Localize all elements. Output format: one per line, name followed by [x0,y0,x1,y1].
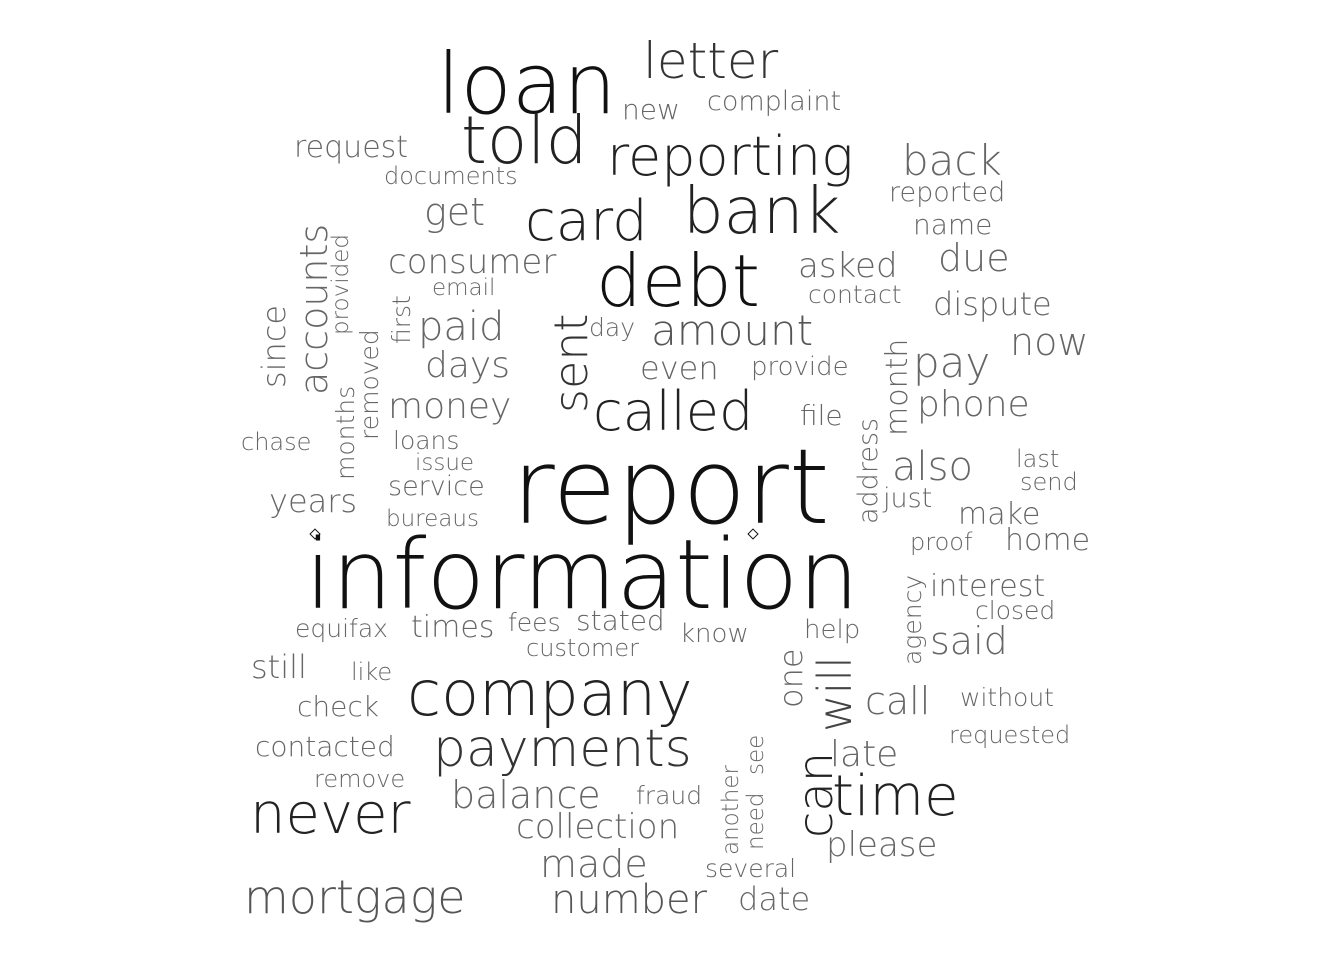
word-stated: stated [576,604,665,637]
word-remove: remove [314,765,406,793]
word-still: still [251,648,307,686]
word-removed: removed [355,329,384,440]
word-time: time [832,764,959,829]
word-called: called [593,380,754,443]
word-chase: chase [241,428,312,456]
word-service: service [388,471,485,502]
word-month: month [880,338,915,436]
word-documents: documents [384,162,518,190]
word-company: company [407,657,693,730]
word-letter: letter [643,32,779,90]
word-know: know [680,619,749,649]
word-collection: collection [516,807,680,847]
word-now: now [1010,320,1089,364]
word-home: home [1005,523,1091,558]
word-will: will [808,656,862,732]
word-provide: provide [751,352,849,382]
word-see: see [743,734,769,775]
word-due: due [938,236,1010,280]
word-call: call [865,679,931,723]
word-requested: requested [949,721,1071,749]
word-like: like [351,658,393,686]
word-reported: reported [889,177,1006,208]
word-years: years [269,482,358,520]
word-customer: customer [526,634,640,662]
word-amount: amount [651,306,814,355]
word-new: new [622,93,680,126]
word-number: number [551,877,708,923]
word-times: times [411,610,495,645]
word-date: date [738,880,811,918]
word-also: also [892,444,973,490]
word-proof: proof [910,528,973,556]
word-just: just [883,483,933,514]
word-one: one [772,648,810,708]
word-request: request [294,130,409,165]
word-file: file [800,399,843,432]
word-issue: issue [415,450,475,476]
word-bureaus: bureaus [386,506,479,532]
word-said: said [930,619,1008,663]
word-fraud: fraud [636,781,703,810]
word-closed: closed [975,596,1056,625]
word-fees: fees [508,608,561,637]
word-since: since [255,304,293,388]
word-pay: pay [913,338,991,387]
word-contacted: contacted [255,730,395,763]
word-loans: loans [393,426,460,455]
word-even: even [640,349,719,387]
word-card: card [525,189,648,254]
word-payments: payments [433,719,692,779]
word-consumer: consumer [388,242,557,282]
word-send: send [1020,468,1078,496]
word-day: day [589,313,635,342]
word-help: help [804,615,861,645]
word-another: another [718,765,744,855]
word-never: never [250,782,411,847]
word-information: information [305,519,860,631]
word-paid: paid [418,304,505,350]
word-back: back [902,136,1002,185]
word-money: money [388,386,512,427]
word-complaint: complaint [707,86,842,117]
word-make: make [958,497,1041,532]
word-equifax: equifax [295,614,388,643]
word-interest: interest [930,569,1046,604]
word-dispute: dispute [933,285,1052,323]
word-loan: loan [437,35,617,133]
word-last: last [1016,445,1060,473]
word-asked: asked [798,246,898,286]
word-provided: provided [328,234,354,335]
word-email: email [432,275,496,301]
word-get: get [424,190,486,234]
word-contact: contact [808,280,902,309]
word-made: made [540,842,648,886]
word-please: please [826,825,938,865]
word-bank: bank [683,175,841,249]
word-balance: balance [451,773,601,817]
word-agency: agency [898,574,927,665]
word-check: check [297,690,379,723]
word-address: address [853,417,884,524]
word-report: report [512,426,830,548]
word-without: without [960,683,1054,712]
word-first: first [387,295,416,344]
word-late: late [830,734,899,775]
word-mortgage: mortgage [244,870,466,924]
word-several: several [705,854,797,883]
word-reporting: reporting [607,125,854,188]
word-name: name [913,208,993,241]
word-sent: sent [544,313,598,413]
word-phone: phone [917,384,1030,425]
word-told: told [461,102,588,179]
word-debt: debt [596,239,760,323]
word-need: need [743,792,769,850]
word-days: days [425,345,510,386]
